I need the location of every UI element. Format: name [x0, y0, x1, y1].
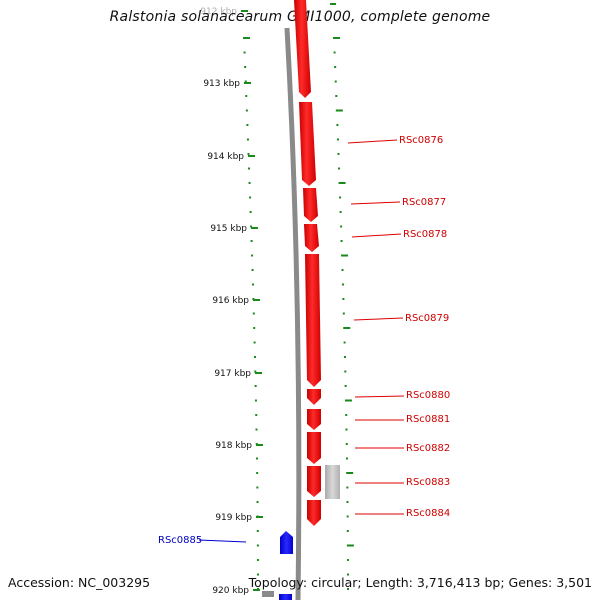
ruler: 912 kbp 913 kbp 914 kbp 915 kbp 916 kbp 917 k…	[200, 7, 263, 596]
leader-rsc0877	[350, 201, 401, 205]
misc-feature[interactable]	[325, 465, 340, 499]
ruler-label: 915 kbp	[210, 224, 247, 234]
gene-rsc0884[interactable]	[307, 500, 321, 526]
gene-label-rsc0878[interactable]: RSc0878	[403, 229, 447, 240]
right-tick-track	[333, 37, 354, 590]
leader-rsc0876	[347, 139, 398, 144]
ruler-label: 916 kbp	[212, 296, 249, 306]
ruler-label: 919 kbp	[215, 513, 252, 523]
gene-bottom-blue[interactable]	[279, 594, 292, 600]
left-tick-track	[243, 37, 259, 590]
ruler-label: 914 kbp	[207, 152, 244, 162]
accession-text: Accession: NC_003295	[8, 575, 151, 590]
gene-features	[279, 0, 340, 600]
gene-rsc0875[interactable]	[294, 0, 311, 98]
ruler-label: 918 kbp	[215, 441, 252, 451]
ruler-label: 917 kbp	[214, 369, 251, 379]
gene-rsc0878[interactable]	[304, 224, 319, 252]
ruler-label: 913 kbp	[203, 79, 240, 89]
leader-rsc0879	[353, 317, 404, 321]
gene-label-rsc0880[interactable]: RSc0880	[406, 390, 450, 401]
gene-label-rsc0877[interactable]: RSc0877	[402, 197, 446, 208]
ruler-label: 912 kbp	[200, 7, 237, 17]
gene-rsc0885[interactable]	[280, 531, 293, 554]
gene-label-rsc0876[interactable]: RSc0876	[399, 135, 443, 146]
leader-rsc0885	[198, 539, 247, 543]
topology-summary: Topology: circular; Length: 3,716,413 bp…	[248, 575, 592, 590]
gene-rsc0879[interactable]	[305, 254, 321, 387]
gene-rsc0883[interactable]	[307, 466, 321, 497]
gene-label-rsc0882[interactable]: RSc0882	[406, 443, 450, 454]
gene-label-rsc0881[interactable]: RSc0881	[406, 414, 450, 425]
gene-rsc0882[interactable]	[307, 432, 321, 464]
gene-label-rsc0885[interactable]: RSc0885	[158, 535, 202, 546]
gene-label-rsc0883[interactable]: RSc0883	[406, 477, 450, 488]
leader-rsc0880	[354, 395, 405, 398]
gene-labels: RSc0876 RSc0877 RSc0878 RSc0879 RSc0880 …	[158, 135, 450, 546]
ruler-label: 920 kbp	[212, 586, 249, 596]
gene-label-rsc0879[interactable]: RSc0879	[405, 313, 449, 324]
gene-rsc0877[interactable]	[303, 188, 318, 222]
gene-rsc0880[interactable]	[307, 389, 321, 405]
gene-rsc0876[interactable]	[299, 102, 316, 186]
leader-rsc0878	[351, 233, 402, 238]
gene-label-rsc0884[interactable]: RSc0884	[406, 508, 450, 519]
genome-backbone	[284, 27, 302, 600]
gene-rsc0881[interactable]	[307, 409, 321, 430]
